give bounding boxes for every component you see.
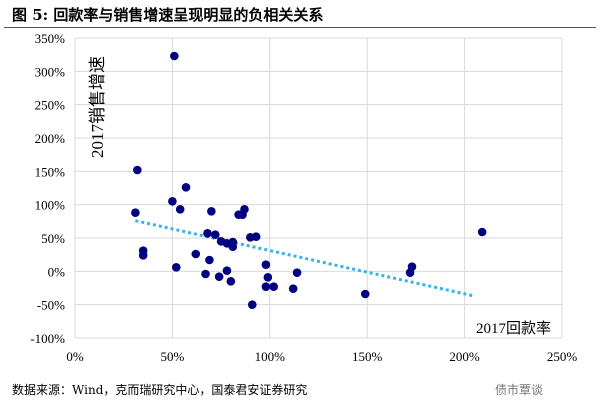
x-tick-label: 100% [255, 349, 286, 364]
data-point [203, 229, 212, 238]
data-point [171, 263, 181, 272]
y-tick-label: 300% [35, 64, 66, 79]
data-point [131, 208, 140, 217]
data-point [292, 268, 302, 277]
data-point [261, 282, 271, 291]
data-point [168, 197, 177, 206]
y-tick-label: -100% [30, 331, 65, 346]
data-point [269, 282, 278, 291]
y-tick-label: 50% [41, 231, 65, 246]
title-divider [4, 27, 596, 28]
data-point [214, 272, 224, 281]
y-tick-label: 200% [35, 131, 66, 146]
data-point [201, 269, 210, 279]
data-point [205, 255, 214, 265]
data-point [191, 249, 201, 259]
data-point [288, 284, 298, 293]
data-point [207, 207, 216, 216]
data-point [226, 277, 236, 286]
figure-title: 图 5: 回款率与销售增速呈现明显的负相关关系 [12, 6, 324, 24]
y-tick-label: 250% [35, 98, 66, 113]
x-tick-label: 50% [160, 349, 184, 364]
data-point [251, 232, 261, 241]
x-tick-label: 250% [547, 349, 578, 364]
y-axis-label: 2017销售增速 [88, 56, 107, 158]
data-point [170, 51, 179, 61]
data-point [263, 273, 273, 282]
data-point [238, 210, 247, 219]
y-tick-label: 350% [35, 31, 66, 46]
data-point [261, 260, 271, 269]
data-point [477, 227, 487, 237]
x-tick-label: 200% [449, 349, 480, 364]
trend-line [135, 219, 475, 298]
data-point [175, 205, 185, 214]
y-tick-label: -50% [37, 298, 65, 313]
x-tick-label: 0% [66, 349, 84, 364]
data-point [222, 266, 232, 275]
data-point [360, 289, 370, 299]
y-tick-label: 0% [48, 264, 66, 279]
data-point [181, 183, 191, 192]
data-point [247, 300, 257, 309]
data-point [228, 242, 238, 251]
x-tick-label: 150% [352, 349, 383, 364]
watermark: 债市覃谈 [495, 383, 544, 397]
source-note: 数据来源：Wind，克而瑞研究中心，国泰君安证券研究 [12, 383, 308, 397]
y-tick-label: 150% [35, 164, 66, 179]
scatter-chart: -100% -50% 0% 50% 100% 150% 200% 250% 300% 350% 0… [30, 31, 578, 364]
data-point [210, 230, 220, 239]
data-point [138, 251, 148, 260]
data-point [405, 268, 415, 277]
data-point [133, 165, 142, 175]
y-tick-label: 100% [35, 198, 66, 213]
x-axis-label: 2017回款率 [476, 320, 551, 337]
